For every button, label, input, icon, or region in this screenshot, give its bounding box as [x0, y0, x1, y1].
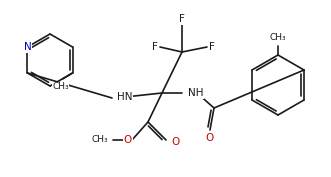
Text: O: O [205, 133, 213, 143]
Text: HN: HN [117, 92, 132, 102]
Text: F: F [152, 42, 158, 52]
Text: O: O [171, 137, 179, 147]
Text: F: F [179, 14, 185, 24]
Text: NH: NH [188, 88, 204, 98]
Text: O: O [124, 135, 132, 145]
Text: CH₃: CH₃ [91, 136, 108, 144]
Text: N: N [24, 42, 31, 52]
Text: CH₃: CH₃ [52, 82, 69, 91]
Text: F: F [209, 42, 215, 52]
Text: CH₃: CH₃ [270, 33, 286, 42]
